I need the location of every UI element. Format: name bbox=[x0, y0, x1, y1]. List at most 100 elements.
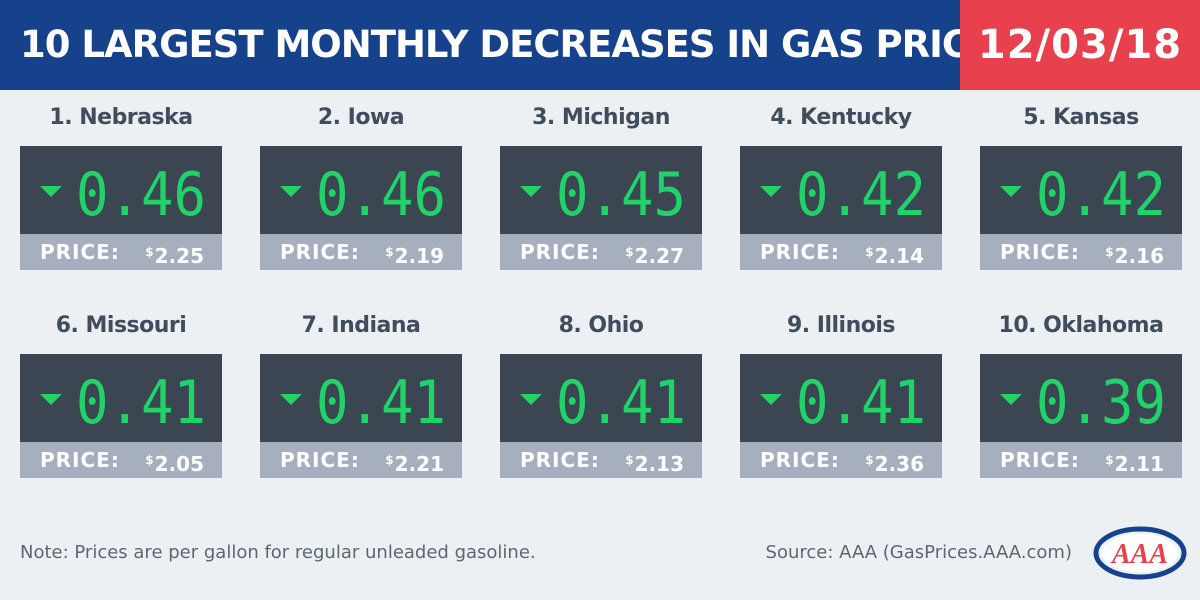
decrease-display: 0.46 bbox=[20, 146, 222, 234]
decrease-value-display: 0.39 bbox=[1036, 368, 1166, 438]
footer-source: Source: AAA (GasPrices.AAA.com) bbox=[765, 542, 1072, 563]
currency-symbol: $ bbox=[145, 245, 154, 259]
price-label: PRICE: bbox=[520, 448, 600, 472]
price-value: 2.11 bbox=[1114, 452, 1164, 476]
price-label: PRICE: bbox=[40, 448, 120, 472]
decrease-value-display: 0.42 bbox=[1036, 160, 1166, 230]
currency-symbol: $ bbox=[865, 245, 874, 259]
decrease-value: 0.41 bbox=[556, 368, 686, 438]
price-bar: PRICE: $2.05 bbox=[20, 442, 222, 478]
state-card: 1. Nebraska 0.46 PRICE: $2.25 bbox=[20, 98, 222, 270]
price-value: 2.16 bbox=[1114, 244, 1164, 268]
price-value: 2.27 bbox=[634, 244, 684, 268]
state-card: 3. Michigan 0.45 PRICE: $2.27 bbox=[500, 98, 702, 270]
price-value-group: $2.16 bbox=[1105, 234, 1164, 274]
decrease-value: 0.41 bbox=[76, 368, 206, 438]
price-value: 2.13 bbox=[634, 452, 684, 476]
state-card: 4. Kentucky 0.42 PRICE: $2.14 bbox=[740, 98, 942, 270]
price-bar: PRICE: $2.16 bbox=[980, 234, 1182, 270]
decrease-value: 0.42 bbox=[796, 160, 926, 230]
currency-symbol: $ bbox=[865, 453, 874, 467]
price-value-group: $2.05 bbox=[145, 442, 204, 482]
price-label: PRICE: bbox=[40, 240, 120, 264]
state-name: 5. Kansas bbox=[1023, 105, 1139, 130]
decrease-value-display: 0.41 bbox=[316, 368, 446, 438]
down-arrow-icon bbox=[40, 394, 62, 405]
price-label: PRICE: bbox=[760, 448, 840, 472]
decrease-display: 0.41 bbox=[260, 354, 462, 442]
price-label: PRICE: bbox=[1000, 448, 1080, 472]
decrease-value: 0.46 bbox=[316, 160, 446, 230]
currency-symbol: $ bbox=[625, 453, 634, 467]
currency-symbol: $ bbox=[385, 453, 394, 467]
price-value: 2.36 bbox=[874, 452, 924, 476]
decrease-display: 0.41 bbox=[500, 354, 702, 442]
down-arrow-icon bbox=[520, 394, 542, 405]
page-title: 10 LARGEST MONTHLY DECREASES IN GAS PRIC… bbox=[0, 0, 960, 90]
price-bar: PRICE: $2.19 bbox=[260, 234, 462, 270]
state-name: 7. Indiana bbox=[301, 313, 421, 338]
price-value: 2.21 bbox=[394, 452, 444, 476]
price-value: 2.05 bbox=[154, 452, 204, 476]
price-value-group: $2.27 bbox=[625, 234, 684, 274]
state-card: 8. Ohio 0.41 PRICE: $2.13 bbox=[500, 306, 702, 478]
aaa-logo-icon: AAA bbox=[1093, 526, 1187, 580]
price-label: PRICE: bbox=[760, 240, 840, 264]
price-value: 2.14 bbox=[874, 244, 924, 268]
state-name: 2. Iowa bbox=[317, 105, 405, 130]
state-name: 6. Missouri bbox=[55, 313, 187, 338]
date-badge: 12/03/18 bbox=[960, 0, 1200, 90]
down-arrow-icon bbox=[40, 186, 62, 197]
decrease-value-display: 0.41 bbox=[76, 368, 206, 438]
state-name: 8. Ohio bbox=[558, 313, 644, 338]
price-bar: PRICE: $2.25 bbox=[20, 234, 222, 270]
state-card: 5. Kansas 0.42 PRICE: $2.16 bbox=[980, 98, 1182, 270]
state-card: 9. Illinois 0.41 PRICE: $2.36 bbox=[740, 306, 942, 478]
decrease-display: 0.45 bbox=[500, 146, 702, 234]
price-bar: PRICE: $2.11 bbox=[980, 442, 1182, 478]
decrease-value-display: 0.41 bbox=[796, 368, 926, 438]
price-bar: PRICE: $2.21 bbox=[260, 442, 462, 478]
decrease-value-display: 0.45 bbox=[556, 160, 686, 230]
down-arrow-icon bbox=[1000, 186, 1022, 197]
header: 10 LARGEST MONTHLY DECREASES IN GAS PRIC… bbox=[0, 0, 1200, 90]
down-arrow-icon bbox=[1000, 394, 1022, 405]
decrease-value: 0.39 bbox=[1036, 368, 1166, 438]
decrease-value-display: 0.42 bbox=[796, 160, 926, 230]
decrease-value-display: 0.46 bbox=[316, 160, 446, 230]
price-value-group: $2.21 bbox=[385, 442, 444, 482]
down-arrow-icon bbox=[280, 394, 302, 405]
state-name: 10. Oklahoma bbox=[998, 313, 1164, 338]
price-bar: PRICE: $2.27 bbox=[500, 234, 702, 270]
decrease-display: 0.39 bbox=[980, 354, 1182, 442]
price-value-group: $2.36 bbox=[865, 442, 924, 482]
decrease-value: 0.46 bbox=[76, 160, 206, 230]
state-name: 1. Nebraska bbox=[49, 105, 193, 130]
price-value-group: $2.14 bbox=[865, 234, 924, 274]
price-value-group: $2.19 bbox=[385, 234, 444, 274]
price-label: PRICE: bbox=[1000, 240, 1080, 264]
state-card: 2. Iowa 0.46 PRICE: $2.19 bbox=[260, 98, 462, 270]
currency-symbol: $ bbox=[1105, 453, 1114, 467]
currency-symbol: $ bbox=[1105, 245, 1114, 259]
currency-symbol: $ bbox=[625, 245, 634, 259]
down-arrow-icon bbox=[280, 186, 302, 197]
price-label: PRICE: bbox=[280, 448, 360, 472]
decrease-value: 0.45 bbox=[556, 160, 686, 230]
price-value-group: $2.13 bbox=[625, 442, 684, 482]
price-value-group: $2.25 bbox=[145, 234, 204, 274]
price-label: PRICE: bbox=[520, 240, 600, 264]
state-card: 10. Oklahoma 0.39 PRICE: $2.11 bbox=[980, 306, 1182, 478]
state-card: 6. Missouri 0.41 PRICE: $2.05 bbox=[20, 306, 222, 478]
price-value-group: $2.11 bbox=[1105, 442, 1164, 482]
decrease-value-display: 0.41 bbox=[556, 368, 686, 438]
price-value: 2.19 bbox=[394, 244, 444, 268]
logo-text: AAA bbox=[1110, 539, 1168, 570]
decrease-value: 0.42 bbox=[1036, 160, 1166, 230]
footer-note: Note: Prices are per gallon for regular … bbox=[20, 542, 536, 563]
price-bar: PRICE: $2.14 bbox=[740, 234, 942, 270]
price-bar: PRICE: $2.13 bbox=[500, 442, 702, 478]
price-bar: PRICE: $2.36 bbox=[740, 442, 942, 478]
state-name: 3. Michigan bbox=[532, 105, 670, 130]
